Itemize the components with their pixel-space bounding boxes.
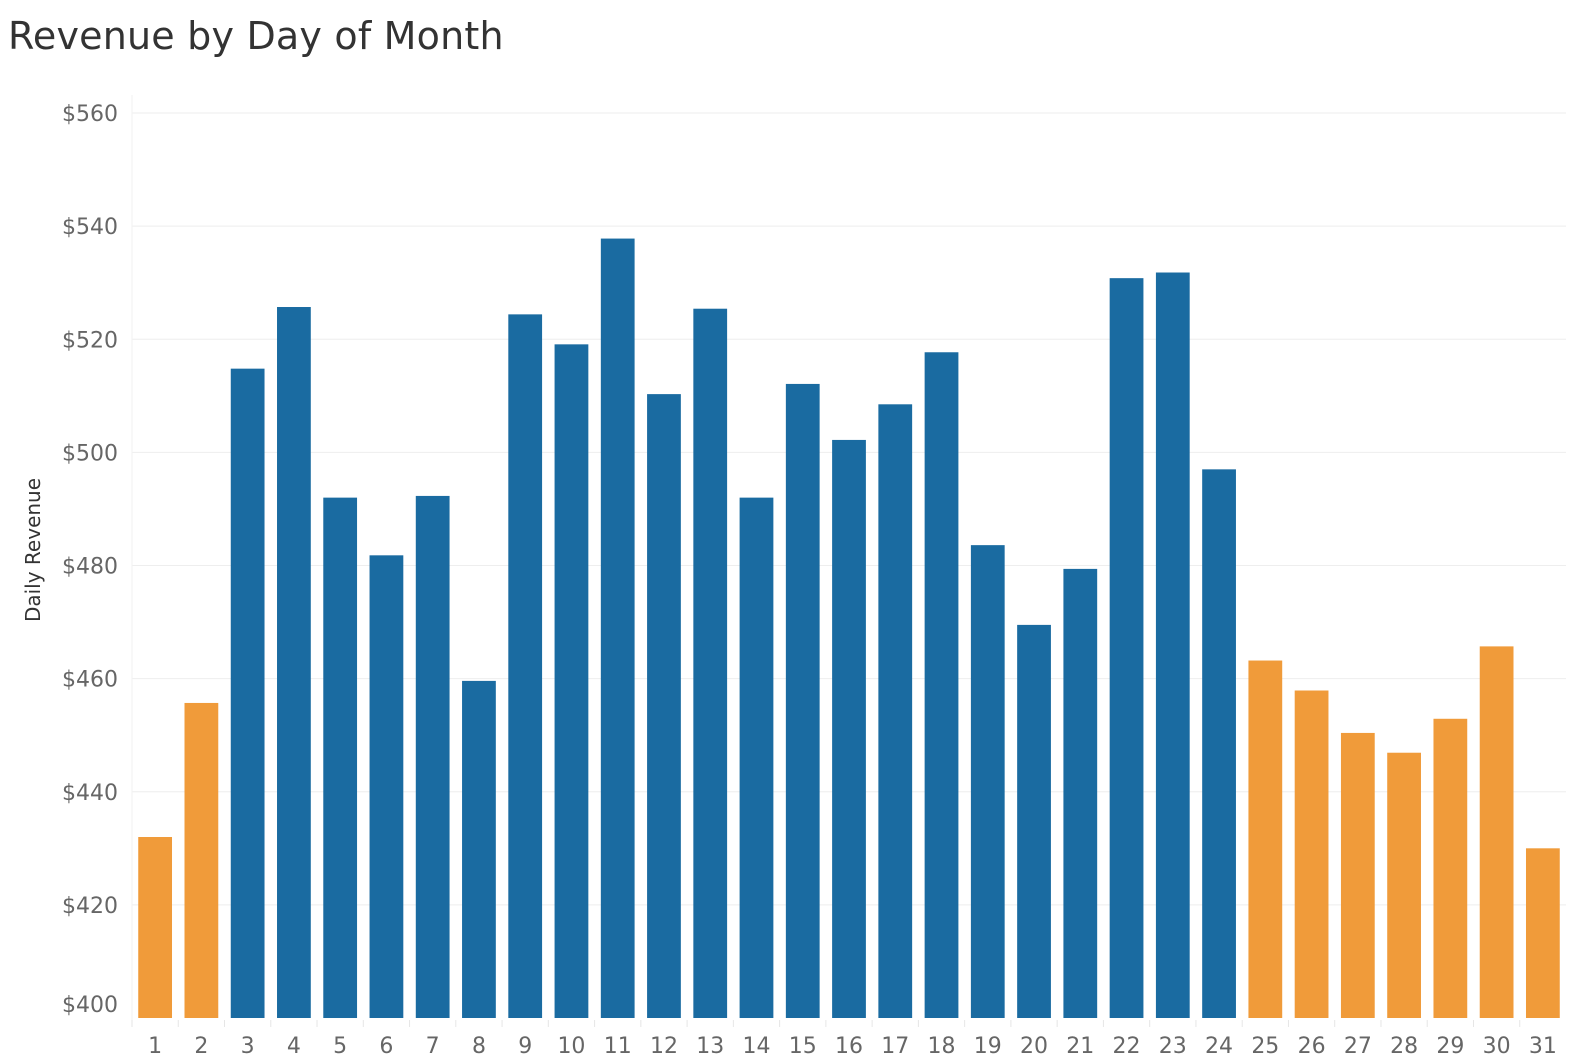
bar-day-28[interactable] xyxy=(1387,752,1421,1018)
x-tick-label: 30 xyxy=(1483,1034,1511,1059)
y-tick-label: $520 xyxy=(62,328,118,353)
x-tick-label: 28 xyxy=(1390,1034,1418,1059)
bar-day-12[interactable] xyxy=(647,394,681,1018)
x-tick-label: 1 xyxy=(148,1034,162,1059)
bar-day-4[interactable] xyxy=(277,307,311,1018)
bar-day-24[interactable] xyxy=(1202,469,1236,1019)
bar-day-13[interactable] xyxy=(693,308,728,1019)
x-axis-ticks: 1 2 3 4 5 6 7 8 9 10 11 12 13 14 15 16 17 18 19 20 21 22 23 24 2… xyxy=(131,1020,1557,1059)
x-tick-label: 13 xyxy=(696,1034,724,1059)
y-axis-ticks: $400 $420 $440 $460 $480 $500 $520 $540 $560 xyxy=(62,102,118,1018)
x-tick-label: 5 xyxy=(333,1034,347,1059)
bar-day-17[interactable] xyxy=(878,404,913,1018)
x-tick-label: 18 xyxy=(928,1034,956,1059)
x-tick-label: 4 xyxy=(287,1034,301,1059)
x-tick-label: 22 xyxy=(1113,1034,1141,1059)
x-tick-label: 19 xyxy=(974,1034,1002,1059)
bar-day-7[interactable] xyxy=(415,495,450,1018)
bar-day-20[interactable] xyxy=(1017,624,1051,1018)
bar-day-3[interactable] xyxy=(230,368,265,1018)
y-tick-label: $400 xyxy=(62,993,118,1018)
bar-day-26[interactable] xyxy=(1294,690,1329,1019)
y-tick-label: $420 xyxy=(62,894,118,919)
bar-day-16[interactable] xyxy=(832,439,866,1018)
bar-day-14[interactable] xyxy=(739,497,774,1019)
bar-day-1[interactable] xyxy=(138,837,173,1018)
bar-day-31[interactable] xyxy=(1525,848,1560,1018)
x-tick-label: 10 xyxy=(557,1034,585,1059)
x-tick-label: 23 xyxy=(1159,1034,1187,1059)
bar-day-11[interactable] xyxy=(600,238,635,1018)
y-tick-label: $540 xyxy=(62,215,118,240)
bar-day-23[interactable] xyxy=(1155,272,1190,1018)
bar-day-30[interactable] xyxy=(1479,646,1514,1018)
bars xyxy=(138,238,1560,1019)
bar-day-27[interactable] xyxy=(1340,732,1375,1018)
y-tick-label: $480 xyxy=(62,555,118,580)
x-tick-label: 2 xyxy=(194,1034,208,1059)
x-tick-label: 20 xyxy=(1020,1034,1048,1059)
x-tick-label: 29 xyxy=(1436,1034,1464,1059)
x-tick-label: 11 xyxy=(604,1034,632,1059)
bar-day-29[interactable] xyxy=(1433,718,1468,1018)
bar-day-2[interactable] xyxy=(184,702,219,1018)
x-tick-label: 21 xyxy=(1066,1034,1094,1059)
x-tick-label: 6 xyxy=(379,1034,393,1059)
bar-day-6[interactable] xyxy=(369,555,404,1018)
bar-day-21[interactable] xyxy=(1063,568,1098,1018)
x-tick-label: 25 xyxy=(1251,1034,1279,1059)
chart-title: Revenue by Day of Month xyxy=(8,14,504,58)
x-tick-label: 3 xyxy=(241,1034,255,1059)
bar-day-18[interactable] xyxy=(924,352,959,1018)
x-tick-label: 27 xyxy=(1344,1034,1372,1059)
x-tick-label: 7 xyxy=(426,1034,440,1059)
bar-day-22[interactable] xyxy=(1109,278,1144,1018)
x-tick-label: 24 xyxy=(1205,1034,1233,1059)
x-tick-label: 26 xyxy=(1298,1034,1326,1059)
x-tick-label: 16 xyxy=(835,1034,863,1059)
y-tick-label: $560 xyxy=(62,102,118,127)
x-tick-label: 8 xyxy=(472,1034,486,1059)
x-tick-label: 17 xyxy=(881,1034,909,1059)
x-tick-label: 14 xyxy=(742,1034,770,1059)
y-tick-label: $460 xyxy=(62,668,118,693)
bar-day-25[interactable] xyxy=(1248,660,1283,1018)
x-tick-label: 15 xyxy=(789,1034,817,1059)
y-tick-label: $440 xyxy=(62,781,118,806)
x-tick-label: 12 xyxy=(650,1034,678,1059)
x-tick-label: 9 xyxy=(518,1034,532,1059)
bar-day-19[interactable] xyxy=(970,545,1005,1018)
y-axis-title: Daily Revenue xyxy=(21,478,45,622)
x-tick-label: 31 xyxy=(1529,1034,1557,1059)
bar-day-15[interactable] xyxy=(785,383,820,1018)
bar-day-8[interactable] xyxy=(462,680,496,1018)
bar-day-10[interactable] xyxy=(554,344,589,1019)
bar-day-5[interactable] xyxy=(323,497,358,1019)
y-tick-label: $500 xyxy=(62,441,118,466)
bar-day-9[interactable] xyxy=(508,314,543,1018)
